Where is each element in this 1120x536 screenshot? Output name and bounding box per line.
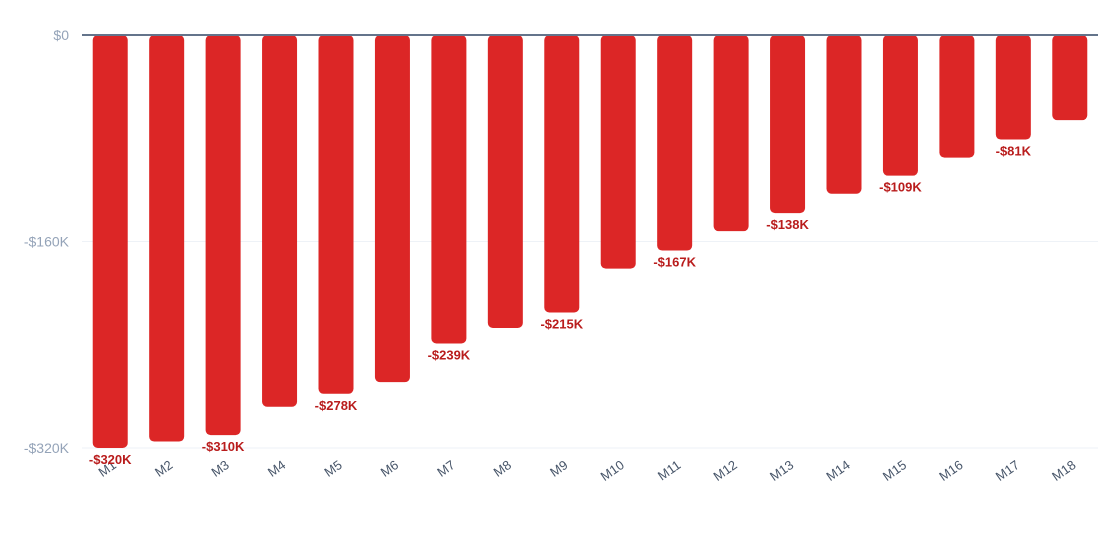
- bar-m9: [544, 35, 580, 313]
- x-tick-label: M2: [152, 457, 175, 480]
- bar-m14: [826, 35, 862, 194]
- x-tick-label: M16: [936, 457, 965, 484]
- bar-m4: [262, 35, 298, 407]
- data-label: -$239K: [428, 347, 471, 362]
- data-labels: -$320K -$310K -$278K -$239K -$215K -$167K -$13…: [89, 144, 1032, 467]
- data-label: -$215K: [540, 316, 583, 331]
- data-label: -$138K: [766, 217, 809, 232]
- x-tick-label: M18: [1049, 457, 1078, 484]
- bar-m2: [149, 35, 185, 442]
- data-label: -$109K: [879, 180, 922, 195]
- x-tick-label: M10: [598, 457, 627, 484]
- x-tick-label: M3: [208, 457, 231, 480]
- bar-m10: [600, 35, 636, 269]
- x-tick-label: M14: [823, 457, 852, 484]
- x-tick-label: M8: [491, 457, 514, 480]
- bar-m18: [1052, 35, 1088, 121]
- bar-m1: [92, 35, 128, 448]
- bar-m8: [487, 35, 523, 328]
- bar-m16: [939, 35, 975, 158]
- bar-m5: [318, 35, 354, 394]
- x-tick-label: M11: [655, 457, 684, 483]
- y-tick-label: -$320K: [24, 440, 70, 456]
- x-tick-label: M5: [321, 457, 344, 480]
- y-tick-label: -$160K: [24, 234, 70, 250]
- bar-m7: [431, 35, 467, 344]
- x-tick-label: M15: [880, 457, 909, 484]
- data-label: -$81K: [996, 144, 1032, 159]
- data-label: -$167K: [653, 255, 696, 270]
- bar-m12: [713, 35, 749, 232]
- x-tick-label: M7: [434, 457, 457, 480]
- x-tick-label: M13: [767, 457, 796, 484]
- data-label: -$278K: [315, 398, 358, 413]
- bars: [92, 35, 1088, 448]
- bar-m11: [657, 35, 693, 251]
- bar-m13: [770, 35, 806, 214]
- bar-m15: [882, 35, 918, 176]
- gridlines: [82, 241, 1098, 449]
- bar-m6: [374, 35, 410, 383]
- x-tick-label: M6: [378, 457, 401, 480]
- x-tick-label: M9: [547, 457, 570, 480]
- x-tick-label: M17: [993, 457, 1022, 484]
- x-tick-label: M12: [711, 457, 740, 484]
- bar-m3: [205, 35, 241, 436]
- data-label: -$310K: [202, 439, 245, 454]
- bar-m17: [995, 35, 1031, 140]
- data-label: -$320K: [89, 452, 132, 467]
- y-tick-label: $0: [53, 27, 69, 43]
- x-tick-label: M4: [265, 457, 288, 480]
